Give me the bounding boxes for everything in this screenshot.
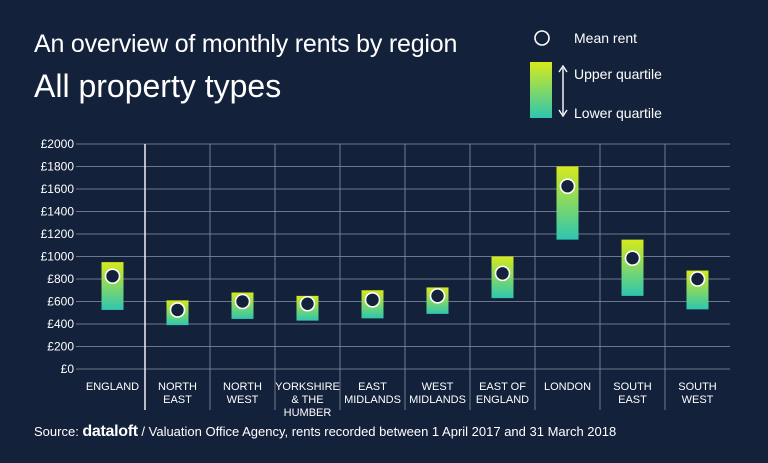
x-category-label: YORKSHIRE — [275, 381, 340, 393]
range-bar — [621, 239, 644, 296]
x-category-label: ENGLAND — [476, 394, 529, 406]
legend-upper-label: Upper quartile — [574, 66, 662, 82]
source-note: Source: dataloft / Valuation Office Agen… — [34, 423, 616, 441]
x-category-label: HUMBER — [284, 407, 332, 419]
x-category-label: WEST — [227, 394, 259, 406]
source-prefix: Source: — [34, 424, 83, 439]
mean-marker — [689, 271, 706, 287]
y-tick-label: £400 — [47, 317, 74, 331]
chart-subtitle: All property types — [34, 68, 282, 104]
y-tick-label: £1400 — [41, 205, 75, 219]
source-text: / Valuation Office Agency, rents recorde… — [137, 424, 617, 439]
plot-area: £2000 £1800 £1600 £1400 £1200 £1000 £800 £600 £4… — [41, 137, 730, 419]
mean-marker — [429, 288, 446, 304]
y-tick-label: £0 — [61, 362, 75, 376]
x-category-label: SOUTH — [613, 381, 652, 393]
y-tick-label: £200 — [47, 340, 74, 354]
x-category-label: EAST — [163, 394, 192, 406]
legend-lower-label: Lower quartile — [574, 105, 662, 121]
mean-marker — [364, 292, 381, 308]
y-tick-label: £2000 — [41, 137, 75, 151]
x-category-label: NORTH — [158, 381, 197, 393]
y-tick-label: £1000 — [41, 250, 75, 264]
y-tick-label: £1800 — [41, 160, 75, 174]
x-category-label: SOUTH — [678, 381, 717, 393]
y-tick-label: £800 — [47, 272, 74, 286]
x-category-label: ENGLAND — [86, 381, 139, 393]
x-category-label: EAST OF — [479, 381, 526, 393]
y-tick-label: £1200 — [41, 227, 75, 241]
x-category-label: NORTH — [223, 381, 262, 393]
x-category-label: EAST — [358, 381, 387, 393]
y-tick-label: £600 — [47, 295, 74, 309]
legend-range-swatch — [530, 62, 552, 118]
y-tick-label: £1600 — [41, 182, 75, 196]
mean-marker — [494, 265, 511, 282]
dataloft-logo: dataloft — [82, 423, 138, 440]
x-category-label: WEST — [422, 381, 454, 393]
x-category-label: MIDLANDS — [409, 394, 466, 406]
legend-mean-marker — [534, 30, 550, 46]
x-category-label: LONDON — [544, 381, 591, 393]
x-category-label: MIDLANDS — [344, 394, 401, 406]
mean-marker — [299, 295, 316, 312]
chart-title: An overview of monthly rents by region — [34, 30, 458, 58]
mean-marker — [169, 302, 186, 318]
legend-arrow-icon — [558, 64, 568, 118]
legend-mean-label: Mean rent — [574, 30, 638, 46]
x-category-label: WEST — [682, 394, 714, 406]
range-bar — [556, 166, 579, 240]
x-category-label: EAST — [618, 394, 647, 406]
mean-marker — [559, 178, 576, 194]
mean-marker — [234, 293, 251, 310]
mean-marker — [624, 250, 641, 266]
x-category-label: & THE — [291, 394, 323, 406]
mean-marker — [104, 268, 121, 284]
